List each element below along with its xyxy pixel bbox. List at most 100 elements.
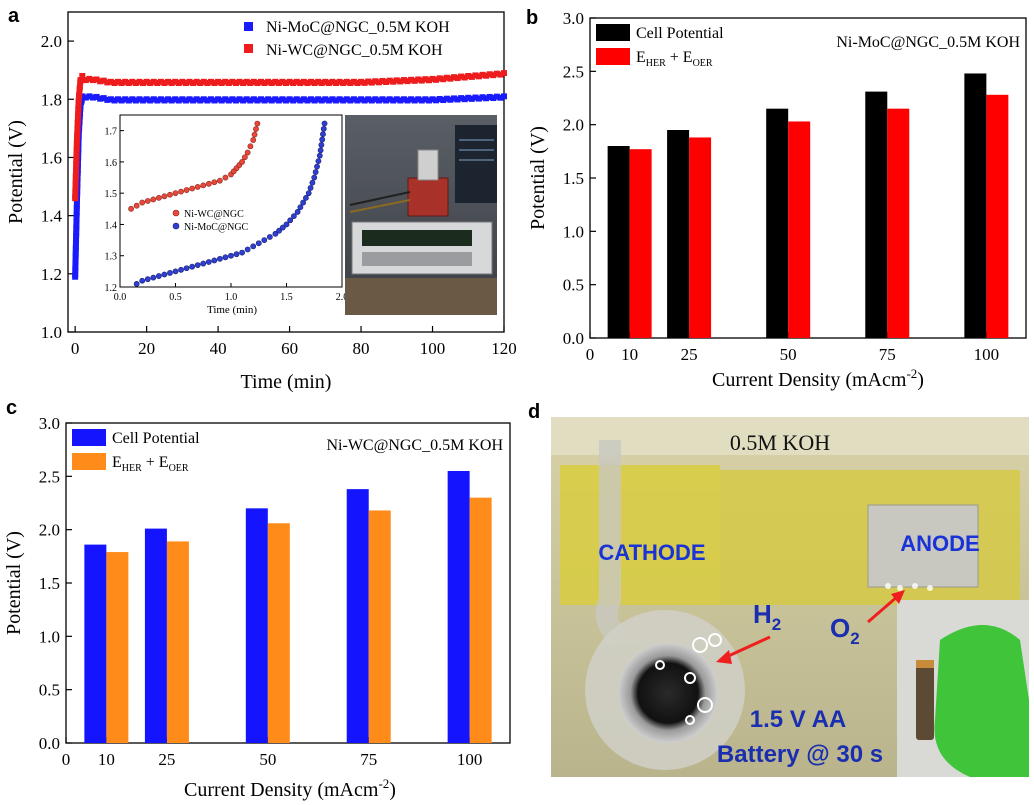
inset-data-point-ni-wc	[216, 177, 223, 184]
data-point-ni-wc	[422, 76, 429, 83]
data-point-ni-wc	[490, 72, 497, 79]
legend-label-eher-eoer: EHER + EOER	[112, 454, 189, 474]
data-point-ni-wc	[100, 77, 107, 84]
data-point-ni-moc	[265, 96, 272, 103]
data-point-ni-moc	[129, 96, 136, 103]
data-point-ni-wc	[97, 78, 104, 85]
data-point-ni-wc	[286, 78, 293, 85]
photo-d-arrow-o2	[867, 594, 899, 624]
inset-data-point-ni-wc	[144, 198, 151, 204]
data-point-ni-moc	[379, 96, 386, 103]
data-point-ni-moc	[204, 97, 211, 104]
inset-data-point-ni-moc	[309, 179, 316, 186]
data-point-ni-moc	[179, 96, 186, 103]
photo-d-arrow-o2-head	[891, 590, 905, 604]
data-point-ni-wc	[232, 80, 239, 87]
y-tick-label: 1.0	[39, 627, 60, 646]
x-tick-label: 80	[353, 339, 370, 358]
data-point-ni-wc	[418, 77, 425, 84]
inset-data-point-ni-wc	[172, 190, 179, 197]
data-point-ni-wc	[375, 79, 382, 86]
data-point-ni-moc	[383, 97, 390, 104]
x-tick-label: 60	[281, 339, 298, 358]
panel-b-legend: Cell Potential EHER + EOER	[596, 24, 724, 69]
y-tick-label: 2.0	[39, 521, 60, 540]
data-point-ni-moc	[257, 96, 264, 103]
panel-c-letter: c	[6, 397, 17, 419]
data-point-ni-wc	[72, 172, 79, 179]
data-point-ni-wc	[125, 80, 132, 87]
y-tick-label: 1.6	[41, 148, 62, 167]
data-point-ni-wc	[236, 78, 243, 85]
x-tick-label: 10	[98, 750, 115, 769]
panel-d-letter: d	[528, 401, 540, 423]
data-point-ni-moc	[372, 96, 379, 103]
data-point-ni-moc	[415, 96, 422, 103]
inset-series	[128, 120, 328, 287]
inset-y-tick-label: 1.2	[105, 283, 118, 294]
legend-label-cell-potential: Cell Potential	[636, 25, 724, 42]
bar-eher-eoer-10	[629, 149, 652, 338]
inset-data-point-ni-wc	[161, 193, 168, 200]
data-point-ni-moc	[336, 96, 343, 103]
data-point-ni-moc	[433, 97, 440, 104]
data-point-ni-wc	[408, 76, 415, 83]
data-point-ni-wc	[343, 78, 350, 85]
inset-data-point-ni-wc	[211, 179, 218, 186]
data-point-ni-wc	[383, 79, 390, 85]
panel-b-x-axis: 0 10 25 50 75 100	[586, 332, 999, 364]
data-point-ni-wc	[247, 80, 254, 87]
data-point-ni-moc	[461, 96, 468, 103]
inset-data-point-ni-moc	[155, 273, 162, 279]
inset-data-point-ni-moc	[320, 131, 326, 138]
data-point-ni-wc	[322, 78, 329, 85]
data-point-ni-moc	[207, 96, 214, 103]
data-point-ni-moc	[147, 97, 154, 104]
data-point-ni-wc	[261, 80, 268, 87]
data-point-ni-moc	[300, 96, 307, 103]
inset-data-point-ni-wc	[239, 159, 245, 165]
data-point-ni-wc	[75, 97, 82, 104]
inset-legend-marker-mo	[172, 222, 180, 230]
inset-data-point-ni-moc	[233, 251, 240, 258]
photo-electrolyzer-cell	[407, 177, 449, 217]
inset-data-point-ni-wc	[251, 131, 258, 138]
photo-wire	[349, 191, 411, 206]
y-tick-label: 2.5	[39, 467, 60, 486]
data-point-ni-wc	[254, 80, 261, 87]
inset-data-point-ni-wc	[155, 194, 162, 201]
bar-eher-eoer-75	[887, 108, 910, 339]
inset-data-point-ni-wc	[253, 126, 259, 132]
data-point-ni-wc	[461, 74, 468, 81]
inset-legend-marker-wc	[172, 209, 180, 217]
legend-label-eher-eoer: EHER + EOER	[636, 49, 713, 69]
data-point-ni-wc	[365, 78, 372, 85]
data-point-ni-moc	[240, 97, 247, 104]
data-point-ni-wc	[272, 78, 279, 85]
data-point-ni-wc	[222, 78, 229, 85]
inset-data-point-ni-wc	[250, 137, 257, 143]
data-point-ni-wc	[243, 78, 250, 85]
inset-data-point-ni-wc	[200, 182, 207, 189]
data-point-ni-wc	[182, 80, 189, 87]
photo-d-h2-label: H2	[753, 599, 781, 634]
bar-cell-potential-100	[447, 471, 470, 743]
bar-cell-potential-10	[607, 146, 630, 338]
photo-laptop-screen	[455, 125, 497, 203]
inset-data-point-ni-moc	[272, 230, 279, 237]
panel-c-y-axis-label: Potential (V)	[3, 531, 25, 635]
data-point-ni-wc	[218, 80, 225, 87]
x-tick-label: 100	[457, 750, 483, 769]
photo-potentiostat-display	[362, 230, 472, 246]
inset-y-tick-label: 1.5	[105, 189, 118, 200]
bar-cell-potential-10	[84, 544, 107, 743]
inset-y-tick-label: 1.6	[105, 158, 118, 169]
data-point-ni-wc	[400, 77, 407, 84]
inset-y-axis: 1.2 1.3 1.4 1.5 1.6 1.7	[105, 127, 124, 294]
data-point-ni-moc	[193, 96, 200, 103]
y-tick-label: 0.5	[39, 681, 60, 700]
y-tick-label: 1.5	[563, 169, 584, 188]
photo-d-top-band	[551, 417, 1029, 455]
data-point-ni-moc	[186, 96, 193, 103]
inset-data-point-ni-moc	[297, 204, 304, 211]
